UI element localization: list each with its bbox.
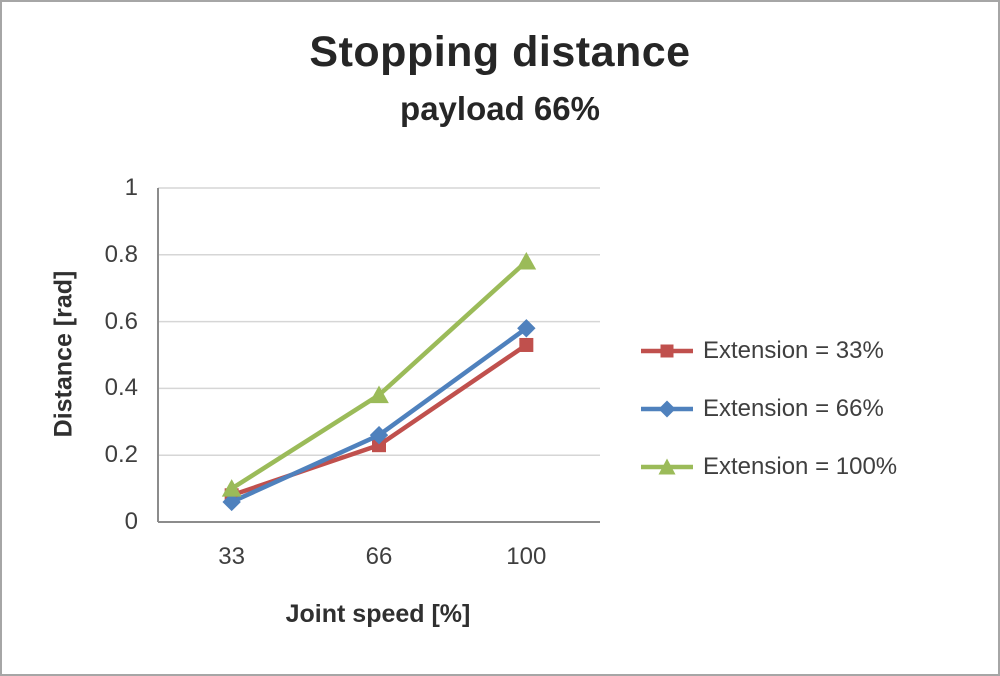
triangle-marker-icon: [658, 458, 676, 474]
x-tick-label: 100: [506, 543, 547, 570]
y-tick-label: 0.4: [104, 374, 138, 402]
legend: Extension = 33% Extension = 66% Extensio…: [640, 332, 897, 506]
square-marker-icon: [660, 344, 674, 357]
legend-label: Extension = 66%: [703, 394, 884, 422]
square-marker-icon: [519, 337, 534, 352]
legend-item-extension-33: Extension = 33%: [640, 332, 897, 369]
legend-swatch-square: [641, 344, 693, 357]
legend-label: Extension = 100%: [703, 452, 898, 480]
legend-swatch-diamond: [641, 400, 693, 417]
y-tick-label: 1: [124, 174, 138, 201]
legend-item-extension-66: Extension = 66%: [640, 390, 897, 427]
diamond-marker-icon: [222, 492, 241, 512]
plot-area: [157, 187, 600, 523]
y-tick-label: 0: [124, 508, 138, 535]
series-line: [229, 342, 529, 498]
diamond-marker-icon: [369, 425, 389, 445]
triangle-marker-icon: [369, 385, 389, 404]
diamond-marker-icon: [658, 400, 676, 417]
legend-label: Extension = 33%: [703, 336, 884, 364]
chart-title: Stopping distance: [309, 28, 691, 76]
x-axis-title: Joint speed [%]: [285, 600, 471, 628]
legend-swatch-triangle: [641, 458, 693, 474]
y-tick-label: 0.8: [104, 240, 138, 268]
legend-item-extension-100: Extension = 100%: [640, 448, 897, 485]
diamond-marker-icon: [517, 319, 536, 338]
series-line: [229, 326, 529, 505]
x-tick-label: 66: [365, 543, 393, 570]
x-tick-label: 33: [218, 543, 245, 570]
y-tick-label: 0.6: [104, 307, 138, 335]
y-axis-title: Distance [rad]: [49, 270, 78, 438]
chart-subtitle: payload 66%: [400, 90, 600, 127]
triangle-marker-icon: [516, 251, 537, 270]
triangle-marker-icon: [221, 479, 242, 497]
y-tick-label: 0.2: [104, 441, 138, 469]
